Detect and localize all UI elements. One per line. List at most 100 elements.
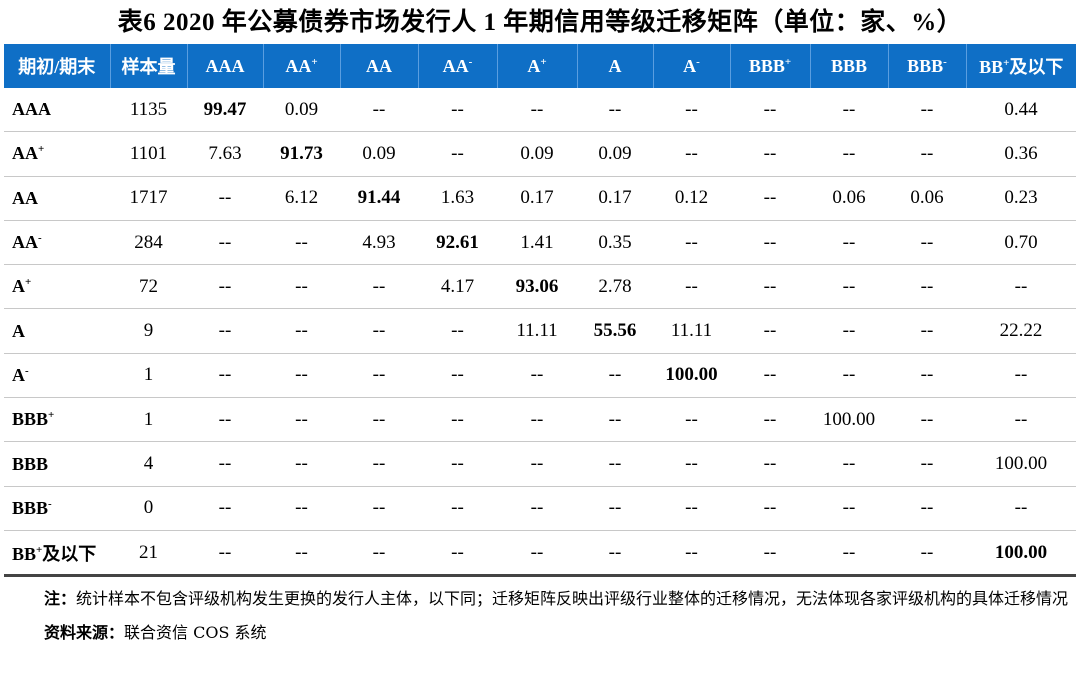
matrix-cell: --: [810, 530, 888, 578]
matrix-cell: --: [187, 308, 263, 354]
sample-size-cell: 4: [110, 441, 187, 487]
header-superscript: +: [311, 55, 318, 68]
matrix-cell: --: [263, 441, 340, 487]
matrix-cell: --: [730, 131, 810, 177]
matrix-cell: --: [263, 530, 340, 578]
column-header: 样本量: [110, 44, 188, 88]
sample-size-cell: 0: [110, 486, 187, 531]
table-title: 表6 2020 年公募债券市场发行人 1 年期信用等级迁移矩阵（单位：家、%）: [117, 9, 963, 36]
matrix-cell: --: [653, 88, 730, 133]
matrix-cell: 4.93: [340, 220, 418, 266]
matrix-cell: 6.12: [263, 176, 340, 221]
matrix-cell: --: [187, 486, 263, 531]
matrix-cell: 100.00: [653, 353, 730, 399]
matrix-cell: --: [187, 176, 263, 221]
matrix-cell: --: [730, 88, 810, 133]
matrix-cell: --: [810, 88, 888, 133]
rating-label: AAA: [12, 99, 51, 120]
rating-superscript: +: [25, 276, 32, 289]
matrix-cell: --: [888, 308, 966, 354]
matrix-cell: --: [653, 530, 730, 578]
matrix-cell: --: [187, 397, 263, 443]
sample-size-cell: 1135: [110, 88, 187, 133]
matrix-cell: --: [730, 264, 810, 310]
matrix-cell: --: [653, 131, 730, 177]
matrix-cell: --: [577, 441, 653, 487]
matrix-cell: --: [966, 353, 1076, 399]
matrix-cell: --: [340, 88, 418, 133]
matrix-cell: --: [888, 530, 966, 578]
header-suffix: 及以下: [1009, 57, 1064, 77]
matrix-cell: --: [810, 486, 888, 531]
rating-superscript: +: [48, 409, 55, 422]
matrix-cell: --: [418, 353, 497, 399]
matrix-cell: --: [730, 530, 810, 578]
matrix-cell: 0.17: [497, 176, 577, 221]
header-superscript: +: [540, 55, 547, 68]
rating-superscript: -: [48, 497, 52, 510]
matrix-cell: --: [187, 530, 263, 578]
table-row: AAA 1135 99.47 0.09 -- -- -- -- -- -- -- -- 0.44: [4, 88, 1076, 133]
column-header: BBB-: [888, 44, 967, 88]
rating-label: AA: [12, 187, 38, 208]
sample-size-cell: 1: [110, 397, 187, 443]
matrix-cell: --: [577, 397, 653, 443]
header-label: AA: [366, 55, 392, 76]
matrix-cell: 0.36: [966, 131, 1076, 177]
rating-label: BBB: [12, 497, 49, 518]
column-header: AA: [340, 44, 419, 88]
column-header: BB+及以下: [966, 44, 1076, 88]
sample-size-cell: 284: [110, 220, 187, 266]
matrix-cell: --: [730, 308, 810, 354]
header-label: AA: [442, 55, 469, 76]
matrix-cell: --: [888, 220, 966, 266]
matrix-cell: --: [187, 264, 263, 310]
matrix-cell: --: [497, 530, 577, 578]
matrix-cell: --: [263, 486, 340, 531]
rating-label: BBB: [12, 453, 49, 474]
matrix-cell: --: [418, 131, 497, 177]
matrix-cell: --: [810, 131, 888, 177]
row-rating: BBB+: [4, 397, 110, 443]
table-row: AA 1717 -- 6.12 91.44 1.63 0.17 0.17 0.12 -- 0.06 0…: [4, 176, 1076, 221]
header-label: A: [683, 55, 697, 76]
column-header: BBB+: [730, 44, 811, 88]
header-label: BBB: [830, 55, 868, 76]
rating-superscript: -: [38, 232, 42, 245]
table-row: BBB 4 -- -- -- -- -- -- -- -- -- -- 100.00: [4, 441, 1076, 487]
matrix-cell: --: [730, 397, 810, 443]
matrix-cell: 4.17: [418, 264, 497, 310]
sample-size-cell: 21: [110, 530, 187, 578]
matrix-cell: --: [966, 397, 1076, 443]
matrix-cell: 0.44: [966, 88, 1076, 133]
matrix-cell: --: [730, 486, 810, 531]
matrix-cell: --: [187, 353, 263, 399]
matrix-cell: --: [730, 176, 810, 221]
matrix-cell: 0.06: [888, 176, 966, 221]
sample-size-cell: 1101: [110, 131, 187, 177]
matrix-cell: --: [577, 530, 653, 578]
note-label: 注：: [44, 589, 77, 609]
matrix-cell: 100.00: [966, 441, 1076, 487]
matrix-cell: 99.47: [187, 88, 263, 133]
matrix-cell: --: [577, 353, 653, 399]
table-row: AA- 284 -- -- 4.93 92.61 1.41 0.35 -- -- -- -- 0.70: [4, 220, 1076, 266]
migration-matrix-table: 期初/期末 样本量 AAA AA+ AA AA- A+ A A- BBB+ BBB BBB- BB+及以…: [4, 44, 1076, 578]
rating-label: A: [12, 276, 25, 297]
sample-size-cell: 1717: [110, 176, 187, 221]
matrix-cell: 55.56: [577, 308, 653, 354]
header-label: BBB: [748, 55, 785, 76]
matrix-cell: 0.12: [653, 176, 730, 221]
matrix-cell: --: [418, 397, 497, 443]
header-label: BB: [979, 57, 1004, 77]
matrix-cell: --: [263, 264, 340, 310]
matrix-cell: --: [730, 441, 810, 487]
matrix-cell: --: [888, 353, 966, 399]
table-row: A+ 72 -- -- -- 4.17 93.06 2.78 -- -- -- -- --: [4, 264, 1076, 310]
matrix-cell: --: [418, 486, 497, 531]
matrix-cell: 11.11: [497, 308, 577, 354]
matrix-cell: --: [418, 88, 497, 133]
matrix-cell: --: [497, 486, 577, 531]
row-rating: BBB-: [4, 486, 110, 531]
row-rating: A: [4, 308, 110, 354]
